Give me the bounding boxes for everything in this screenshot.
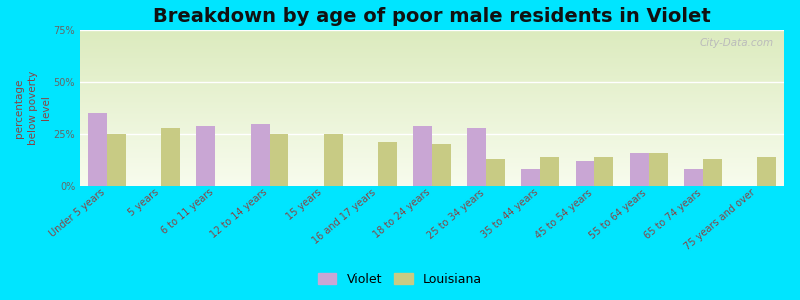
Bar bbox=[88, 113, 107, 186]
Bar bbox=[413, 126, 432, 186]
Y-axis label: percentage
below poverty
level: percentage below poverty level bbox=[14, 71, 50, 145]
Bar bbox=[467, 128, 486, 186]
Bar bbox=[378, 142, 397, 186]
Bar bbox=[684, 169, 702, 186]
Legend: Violet, Louisiana: Violet, Louisiana bbox=[313, 268, 487, 291]
Bar bbox=[540, 157, 559, 186]
Bar bbox=[649, 153, 667, 186]
Bar bbox=[575, 161, 594, 186]
Bar bbox=[630, 153, 649, 186]
Bar bbox=[162, 128, 180, 186]
Bar bbox=[432, 144, 451, 186]
Title: Breakdown by age of poor male residents in Violet: Breakdown by age of poor male residents … bbox=[153, 7, 711, 26]
Bar bbox=[522, 169, 540, 186]
Bar bbox=[324, 134, 342, 186]
Bar bbox=[270, 134, 289, 186]
Text: City-Data.com: City-Data.com bbox=[699, 38, 774, 48]
Bar bbox=[107, 134, 126, 186]
Bar bbox=[757, 157, 776, 186]
Bar bbox=[594, 157, 614, 186]
Bar bbox=[702, 159, 722, 186]
Bar bbox=[486, 159, 505, 186]
Bar bbox=[197, 126, 215, 186]
Bar bbox=[250, 124, 270, 186]
